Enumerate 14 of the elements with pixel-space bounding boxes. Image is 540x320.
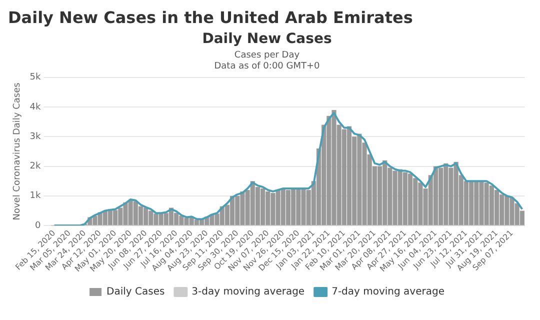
legend-label: 3-day moving average [192,286,305,298]
y-tick-label: 5k [30,72,42,83]
text: Data as of 0:00 GMT+0 [214,61,320,72]
y-tick-label: 1k [30,191,42,202]
y-tick-label: 0 [35,220,42,231]
chart-subtitle: Daily New Cases [202,31,332,48]
y-tick-label: 3k [30,132,42,142]
y-axis-title: Novel Coronavirus Daily Cases [12,82,23,220]
y-tick-label: 4k [30,102,42,112]
chart-title: Daily New Cases in the United Arab Emirates [8,8,414,27]
legend-label: 7-day moving average [332,286,444,298]
text: Cases per Day [234,50,300,61]
legend-label: Daily Cases [106,286,165,298]
y-tick-label: 2k [30,162,42,172]
